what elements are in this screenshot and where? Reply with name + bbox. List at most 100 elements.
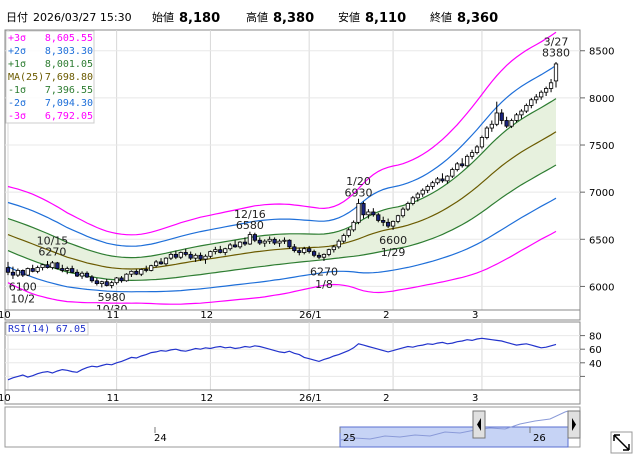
candle-body-102 — [509, 120, 514, 127]
rsi-panel — [4, 321, 581, 391]
candle-body-0 — [5, 267, 11, 273]
candle-body-46 — [232, 244, 238, 248]
candle-body-103 — [514, 114, 519, 121]
ma25-line — [7, 131, 557, 270]
rsi-x-tick-label-1: 11 — [107, 393, 120, 404]
plus1-sigma-line — [7, 98, 557, 259]
annotation-12: 6600 — [379, 234, 407, 247]
date-label: 日付 — [6, 11, 28, 24]
date-value: 2026/03/27 15:30 — [33, 11, 132, 24]
candle-body-59 — [297, 250, 302, 253]
y-tick-label-3: 7500 — [589, 141, 614, 152]
candle-body-82 — [410, 197, 415, 204]
candle-body-76 — [381, 220, 386, 223]
y-tick-label-5: 8500 — [589, 47, 614, 58]
legend-label-1: +2σ — [8, 46, 26, 57]
annotation-0: 10/15 — [37, 235, 69, 248]
low-label: 安値 — [338, 10, 360, 24]
candle-body-12 — [65, 268, 70, 271]
legend-value-2: 8,001.05 — [45, 59, 93, 70]
candles — [5, 62, 559, 289]
candle-body-111 — [553, 63, 559, 82]
candle-body-89 — [445, 175, 450, 182]
candle-body-110 — [548, 82, 554, 89]
legend-value-3: 7,698.80 — [45, 72, 93, 83]
candle-body-30 — [153, 261, 159, 267]
candle-body-2 — [15, 270, 20, 276]
candle-body-79 — [395, 215, 401, 222]
legend-value-4: 7,396.55 — [45, 85, 93, 96]
rsi-x-tick-label-2: 12 — [200, 393, 213, 404]
candle-body-44 — [223, 248, 228, 253]
expand-icon[interactable] — [610, 431, 633, 454]
candle-body-86 — [430, 182, 435, 187]
annotation-10: 1/20 — [346, 175, 371, 188]
x-tick-label-2: 12 — [200, 310, 213, 321]
candle-body-69 — [346, 229, 351, 236]
band-fill — [8, 98, 556, 281]
candle-body-48 — [242, 241, 248, 245]
minus1-sigma-line — [7, 164, 557, 282]
rsi-x-tick-label-5: 3 — [472, 393, 478, 404]
rsi-line — [7, 337, 557, 381]
x-tick-label-3: 26/1 — [299, 310, 321, 321]
candle-body-43 — [218, 249, 223, 253]
candle-body-10 — [55, 262, 60, 269]
low-value: 8,110 — [365, 11, 406, 26]
candle-body-27 — [139, 269, 144, 275]
candle-body-39 — [198, 254, 203, 260]
candle-body-56 — [282, 239, 287, 242]
high-value: 8,380 — [273, 11, 314, 26]
candle-body-67 — [336, 240, 341, 248]
rsi-series-line — [7, 337, 557, 381]
candle-body-41 — [208, 251, 213, 257]
candle-body-23 — [119, 277, 124, 282]
candle-body-28 — [144, 269, 149, 271]
x-tick-label-5: 3 — [472, 310, 478, 321]
candle-body-20 — [104, 281, 109, 286]
candle-body-80 — [400, 208, 406, 217]
annotation-13: 1/29 — [381, 246, 406, 259]
candle-body-93 — [465, 155, 470, 167]
candle-body-9 — [50, 262, 55, 268]
candle-body-37 — [188, 253, 193, 259]
candle-body-98 — [489, 123, 494, 129]
candle-body-45 — [228, 244, 233, 250]
candle-body-11 — [60, 268, 65, 271]
candle-body-87 — [435, 178, 440, 184]
candle-body-32 — [163, 257, 169, 265]
annotation-14: 3/27 — [544, 35, 569, 48]
legend-label-4: -1σ — [8, 85, 26, 96]
candle-body-104 — [519, 110, 524, 116]
candle-body-6 — [35, 267, 40, 272]
candle-body-63 — [316, 254, 322, 258]
candle-body-29 — [149, 265, 154, 271]
candle-body-35 — [178, 252, 183, 258]
candle-body-108 — [539, 91, 544, 98]
annotation-7: 6580 — [236, 219, 264, 232]
candle-body-64 — [321, 253, 327, 258]
minus3-sigma-line — [7, 230, 557, 305]
annotation-3: 10/2 — [10, 293, 35, 306]
candle-body-75 — [376, 214, 381, 221]
candle-body-7 — [40, 264, 45, 268]
candle-body-58 — [292, 246, 297, 252]
candle-body-65 — [326, 249, 332, 255]
candle-body-8 — [45, 264, 50, 268]
plus2-sigma-line — [7, 64, 557, 247]
range-navigator[interactable]: 24 25 26 — [4, 406, 581, 448]
candle-body-72 — [361, 203, 366, 216]
candle-body-85 — [425, 186, 430, 191]
legend-value-6: 6,792.05 — [45, 111, 93, 122]
candle-body-17 — [89, 276, 95, 282]
candle-body-36 — [183, 252, 188, 255]
y-tick-label-1: 6500 — [589, 235, 614, 246]
candle-body-90 — [450, 169, 455, 177]
candle-body-19 — [99, 281, 104, 285]
legend-label-5: -2σ — [8, 98, 26, 109]
candle-body-26 — [134, 270, 139, 275]
annotation-8: 6270 — [310, 265, 338, 278]
candle-body-61 — [307, 248, 312, 252]
price-annotations: 10/156270610010/2598010/3012/16658062701… — [9, 35, 570, 316]
x-tick-label-1: 11 — [107, 310, 120, 321]
